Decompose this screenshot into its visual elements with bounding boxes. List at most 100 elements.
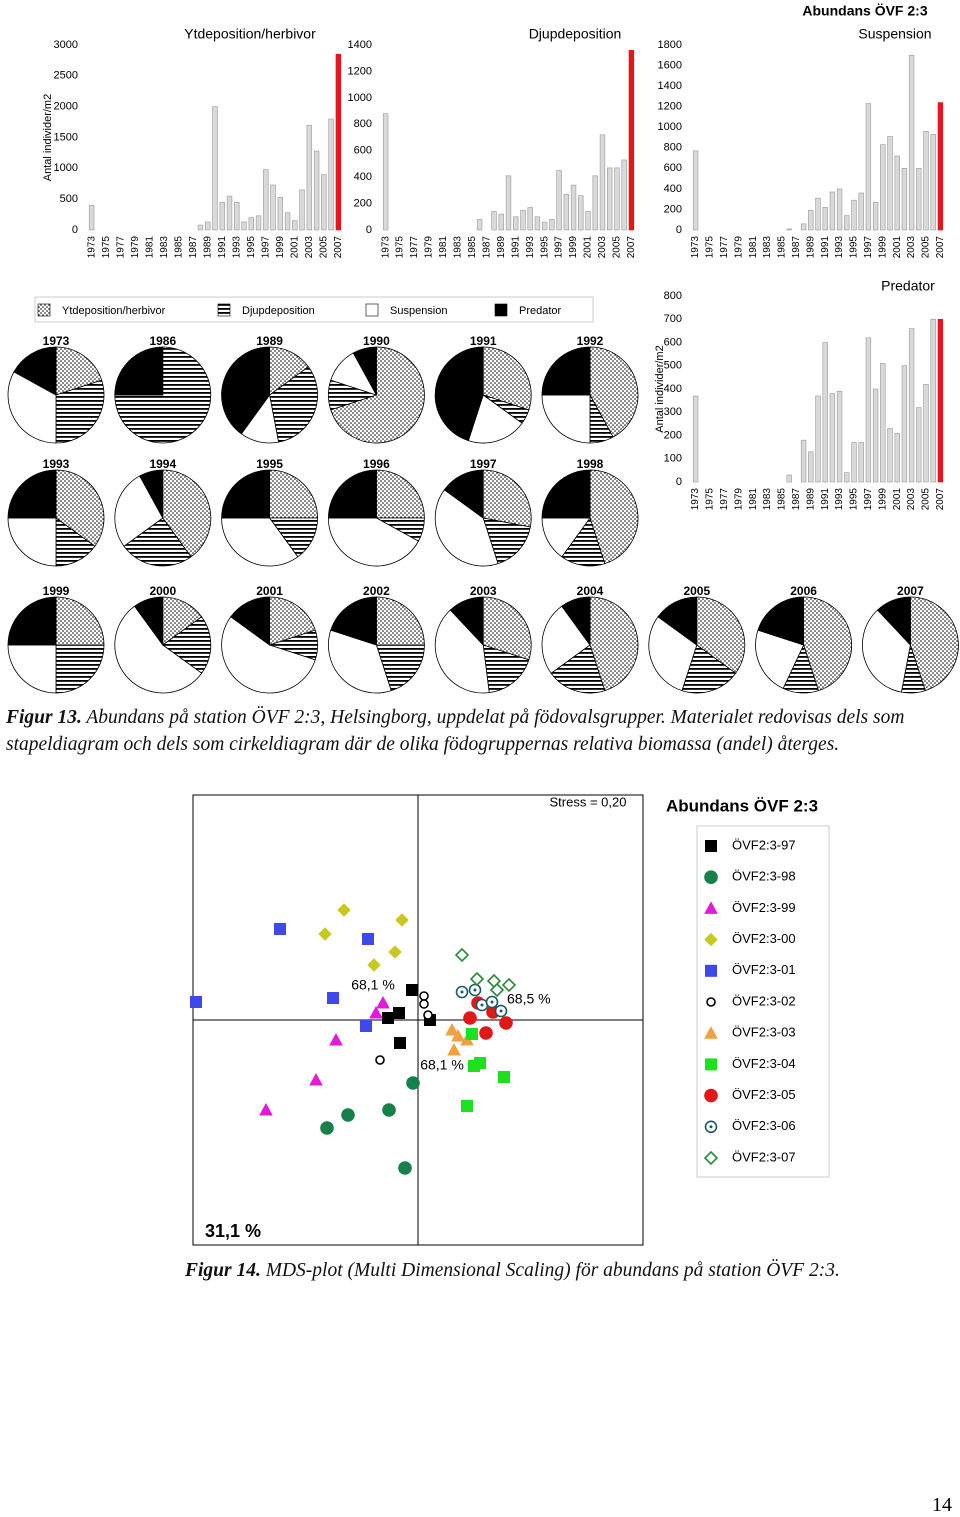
x-tick-label: 2003 bbox=[906, 236, 917, 259]
pie-slice bbox=[482, 346, 532, 411]
point bbox=[419, 991, 429, 1001]
pie-slice bbox=[162, 616, 212, 674]
bar bbox=[534, 216, 541, 231]
pie-slice bbox=[114, 346, 164, 396]
y-tick-label: 0 bbox=[676, 224, 682, 236]
x-tick-label: 1973 bbox=[380, 236, 391, 259]
y-tick-label: 1400 bbox=[658, 80, 682, 92]
point bbox=[341, 1108, 355, 1122]
bar bbox=[527, 207, 533, 231]
point bbox=[479, 1026, 493, 1040]
x-tick-label: 1977 bbox=[115, 236, 126, 259]
bar bbox=[808, 210, 814, 231]
bar bbox=[197, 224, 204, 231]
bar bbox=[563, 194, 570, 231]
pie-slice bbox=[541, 469, 591, 519]
pie-title: 1999 bbox=[43, 584, 70, 598]
x-tick-label: 1993 bbox=[525, 236, 536, 259]
x-tick-label: 1987 bbox=[188, 236, 199, 259]
chart-supertitle: Abundans ÖVF 2:3 bbox=[802, 3, 927, 19]
y-axis-label: Antal individer/m2 bbox=[42, 94, 54, 181]
x-tick-label: 1979 bbox=[130, 236, 141, 259]
bar bbox=[901, 365, 908, 483]
legend-label: Djupdeposition bbox=[242, 305, 315, 317]
pie-title: 1996 bbox=[363, 457, 390, 471]
pie-slice bbox=[434, 609, 490, 694]
x-tick-label: 1991 bbox=[820, 236, 831, 259]
x-tick-label: 2003 bbox=[906, 488, 917, 511]
pie-slice bbox=[134, 596, 164, 647]
x-tick-label: 1983 bbox=[762, 488, 773, 511]
pie-slice bbox=[696, 596, 746, 674]
point bbox=[466, 1028, 478, 1040]
bar bbox=[815, 197, 821, 231]
legend-marker bbox=[704, 1088, 718, 1103]
bar bbox=[901, 168, 908, 231]
point-dot bbox=[499, 1009, 503, 1013]
pie-slice bbox=[221, 517, 299, 567]
x-tick-label: 1985 bbox=[777, 488, 788, 511]
point bbox=[388, 945, 402, 959]
bar bbox=[306, 124, 313, 231]
point bbox=[498, 1071, 510, 1083]
x-tick-label: 1993 bbox=[834, 236, 845, 259]
caption-label: Figur 14. bbox=[185, 1260, 261, 1281]
bar bbox=[549, 219, 555, 231]
x-tick-label: 1981 bbox=[748, 488, 759, 511]
point bbox=[406, 1076, 420, 1090]
point bbox=[468, 983, 482, 997]
pie-slice bbox=[589, 469, 639, 565]
x-tick-label: 1999 bbox=[877, 236, 888, 259]
point bbox=[320, 1121, 334, 1135]
point-dot bbox=[460, 990, 464, 994]
point bbox=[318, 927, 332, 941]
x-tick-label: 2005 bbox=[921, 488, 932, 511]
bar bbox=[808, 451, 814, 483]
pie-slice bbox=[589, 346, 639, 438]
pie-slice bbox=[230, 596, 270, 646]
point bbox=[469, 971, 485, 987]
legend-marker bbox=[704, 1120, 718, 1134]
bar bbox=[570, 184, 577, 231]
y-tick-label: 600 bbox=[354, 145, 372, 157]
point bbox=[499, 1016, 513, 1030]
pie-slice bbox=[13, 346, 57, 396]
pie-title: 1998 bbox=[577, 457, 604, 471]
chart-title: Suspension bbox=[858, 26, 931, 42]
pie-slice bbox=[482, 469, 532, 528]
y-tick-label: 200 bbox=[664, 429, 682, 441]
point bbox=[309, 1072, 323, 1086]
y-tick-label: 0 bbox=[676, 476, 682, 488]
x-tick-label: 2005 bbox=[612, 236, 623, 259]
bar bbox=[270, 184, 276, 231]
bar bbox=[234, 201, 240, 231]
bar bbox=[628, 49, 635, 231]
y-tick-label: 1000 bbox=[54, 162, 78, 174]
y-tick-label: 200 bbox=[354, 197, 372, 209]
pie-title: 2000 bbox=[149, 584, 176, 598]
pie-slice bbox=[328, 629, 392, 694]
legend-label: ÖVF2:3-01 bbox=[732, 962, 796, 977]
pie-slice bbox=[482, 596, 532, 661]
pie-slice bbox=[114, 475, 164, 547]
x-tick-label: 2001 bbox=[583, 236, 594, 259]
pie-title: 1992 bbox=[577, 334, 604, 348]
x-tick-label: 1999 bbox=[877, 488, 888, 511]
point-dot bbox=[480, 1003, 484, 1007]
point bbox=[419, 999, 429, 1009]
pie-slice bbox=[449, 596, 484, 647]
x-tick-label: 1991 bbox=[510, 236, 521, 259]
point bbox=[362, 933, 374, 945]
y-tick-label: 800 bbox=[664, 142, 682, 154]
x-tick-label: 2007 bbox=[935, 236, 946, 259]
pie-slice bbox=[7, 371, 57, 444]
bar bbox=[865, 337, 872, 483]
pie-slice bbox=[755, 629, 805, 689]
x-tick-label: 2001 bbox=[892, 488, 903, 511]
bar bbox=[491, 211, 497, 231]
pie-slice bbox=[330, 596, 377, 646]
y-tick-label: 1400 bbox=[348, 39, 372, 51]
bar bbox=[829, 393, 836, 483]
x-tick-label: 1973 bbox=[690, 488, 701, 511]
